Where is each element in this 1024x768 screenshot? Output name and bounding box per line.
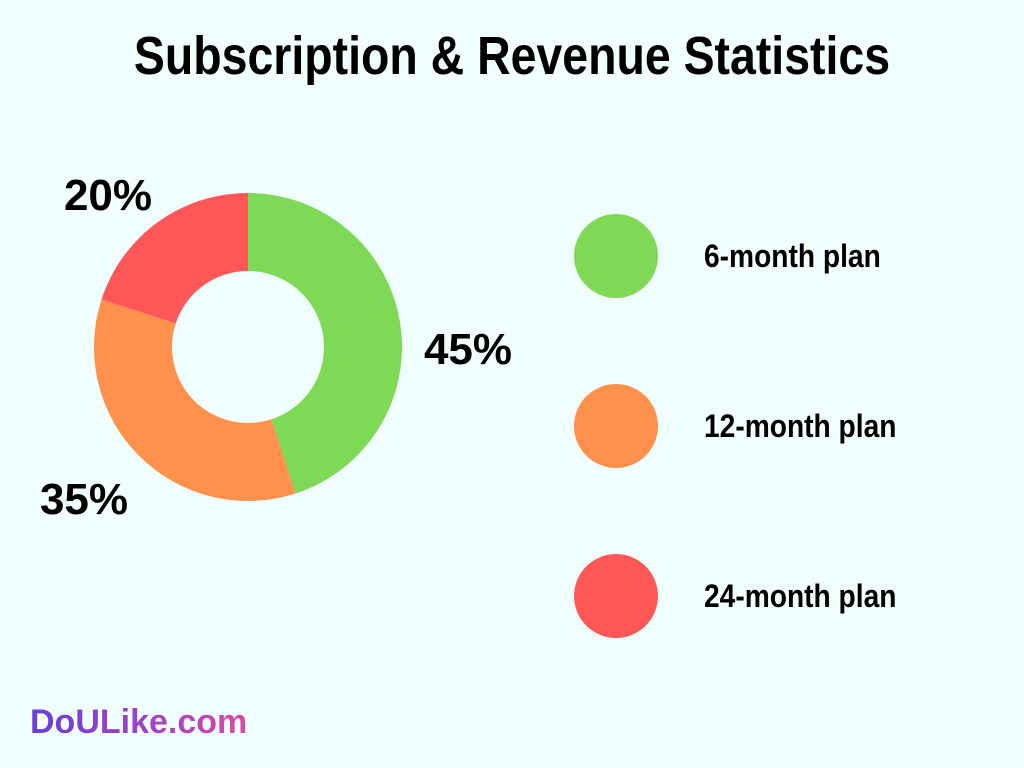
brand-logo-text[interactable]: DoULike.com: [30, 700, 247, 744]
legend-swatch-6-month-plan: [574, 214, 658, 298]
chart-title: Subscription & Revenue Statistics: [133, 26, 891, 86]
legend-item-24-month-plan: 24-month plan: [574, 554, 994, 638]
legend-item-6-month-plan: 6-month plan: [574, 214, 994, 298]
legend-swatch-24-month-plan: [574, 554, 658, 638]
donut-slice-24-month-plan: [101, 193, 249, 324]
slice-value-label-6-month-plan: 45%: [424, 325, 512, 374]
slice-value-labels: 45% 35% 20%: [40, 171, 512, 524]
legend-label-6-month-plan: 6-month plan: [704, 238, 881, 274]
slice-value-label-24-month-plan: 20%: [64, 171, 152, 220]
donut-slices: [94, 193, 402, 501]
legend-label-24-month-plan: 24-month plan: [704, 578, 897, 614]
legend-swatch-12-month-plan: [574, 384, 658, 468]
legend-item-12-month-plan: 12-month plan: [574, 384, 994, 468]
donut-slice-6-month-plan: [248, 193, 402, 494]
slice-value-label-12-month-plan: 35%: [40, 475, 128, 524]
donut-slice-12-month-plan: [94, 299, 296, 501]
legend-label-12-month-plan: 12-month plan: [704, 408, 897, 444]
